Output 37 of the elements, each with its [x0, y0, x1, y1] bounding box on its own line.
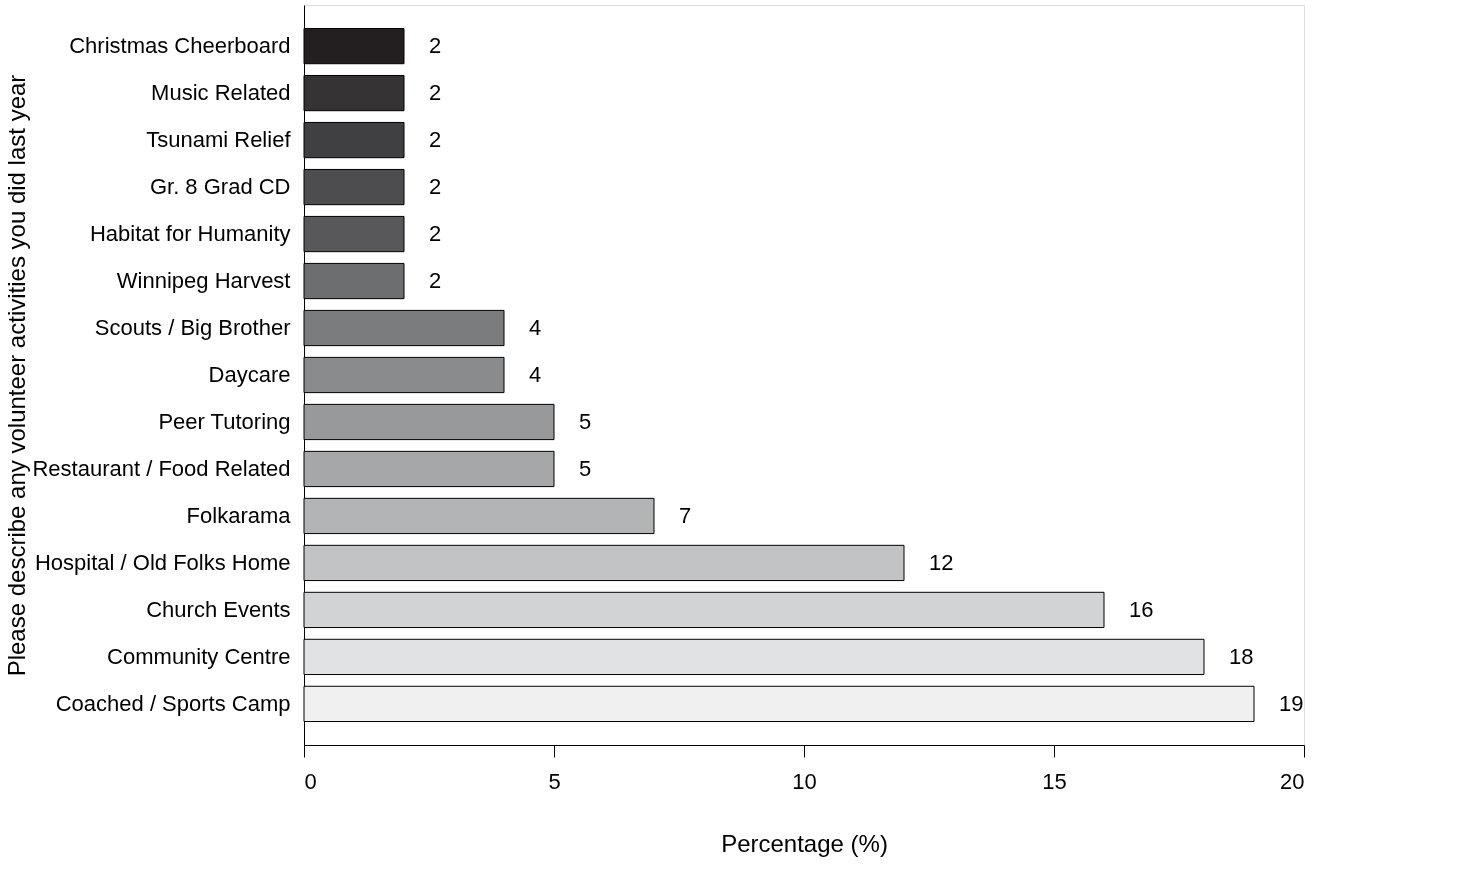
- y-tick-label: Folkarama: [186, 502, 292, 528]
- y-tick-label: Daycare: [208, 362, 291, 387]
- data-label: 12: [929, 549, 954, 575]
- data-label: 2: [429, 80, 442, 106]
- y-tick-label: Christmas Cheerboard: [69, 33, 291, 59]
- y-tick-label: Gr. 8 Grad CD: [149, 174, 291, 200]
- y-tick-label: Restaurant / Food Related: [32, 455, 291, 481]
- data-label: 2: [429, 33, 442, 59]
- data-label: 19: [1279, 690, 1304, 716]
- data-label: 16: [1129, 596, 1154, 622]
- y-tick-label: Church Events: [146, 596, 291, 622]
- y-tick-label: Community Centre: [107, 643, 291, 669]
- data-label: 4: [529, 362, 542, 387]
- data-label: 5: [579, 408, 592, 434]
- y-tick-label: Coached / Sports Camp: [55, 690, 291, 716]
- y-tick-label: Habitat for Humanity: [89, 221, 291, 247]
- y-tick-label: Hospital / Old Folks Home: [34, 549, 291, 575]
- data-label: 5: [579, 455, 592, 481]
- data-label: 2: [429, 221, 442, 247]
- data-label: 2: [429, 174, 442, 200]
- x-tick-label: 10: [792, 768, 817, 794]
- data-label: 2: [429, 127, 442, 153]
- x-tick-label: 0: [304, 768, 317, 794]
- x-tick-label: 20: [1280, 768, 1305, 794]
- y-tick-label: Music Related: [151, 80, 291, 106]
- y-tick-label: Scouts / Big Brother: [94, 315, 291, 341]
- y-axis-title: Please describe any volunteer activities you did last year: [2, 74, 30, 677]
- data-label: 2: [429, 268, 442, 294]
- x-axis-title: Percentage (%): [721, 829, 888, 857]
- x-tick-label: 15: [1042, 768, 1067, 794]
- y-tick-label: Tsunami Relief: [146, 127, 292, 153]
- y-tick-label: Winnipeg Harvest: [116, 268, 291, 294]
- y-tick-label: Peer Tutoring: [158, 408, 291, 434]
- x-tick-label: 5: [548, 768, 561, 794]
- data-label: 18: [1229, 643, 1254, 669]
- data-label: 4: [529, 315, 542, 341]
- data-label: 7: [679, 502, 692, 528]
